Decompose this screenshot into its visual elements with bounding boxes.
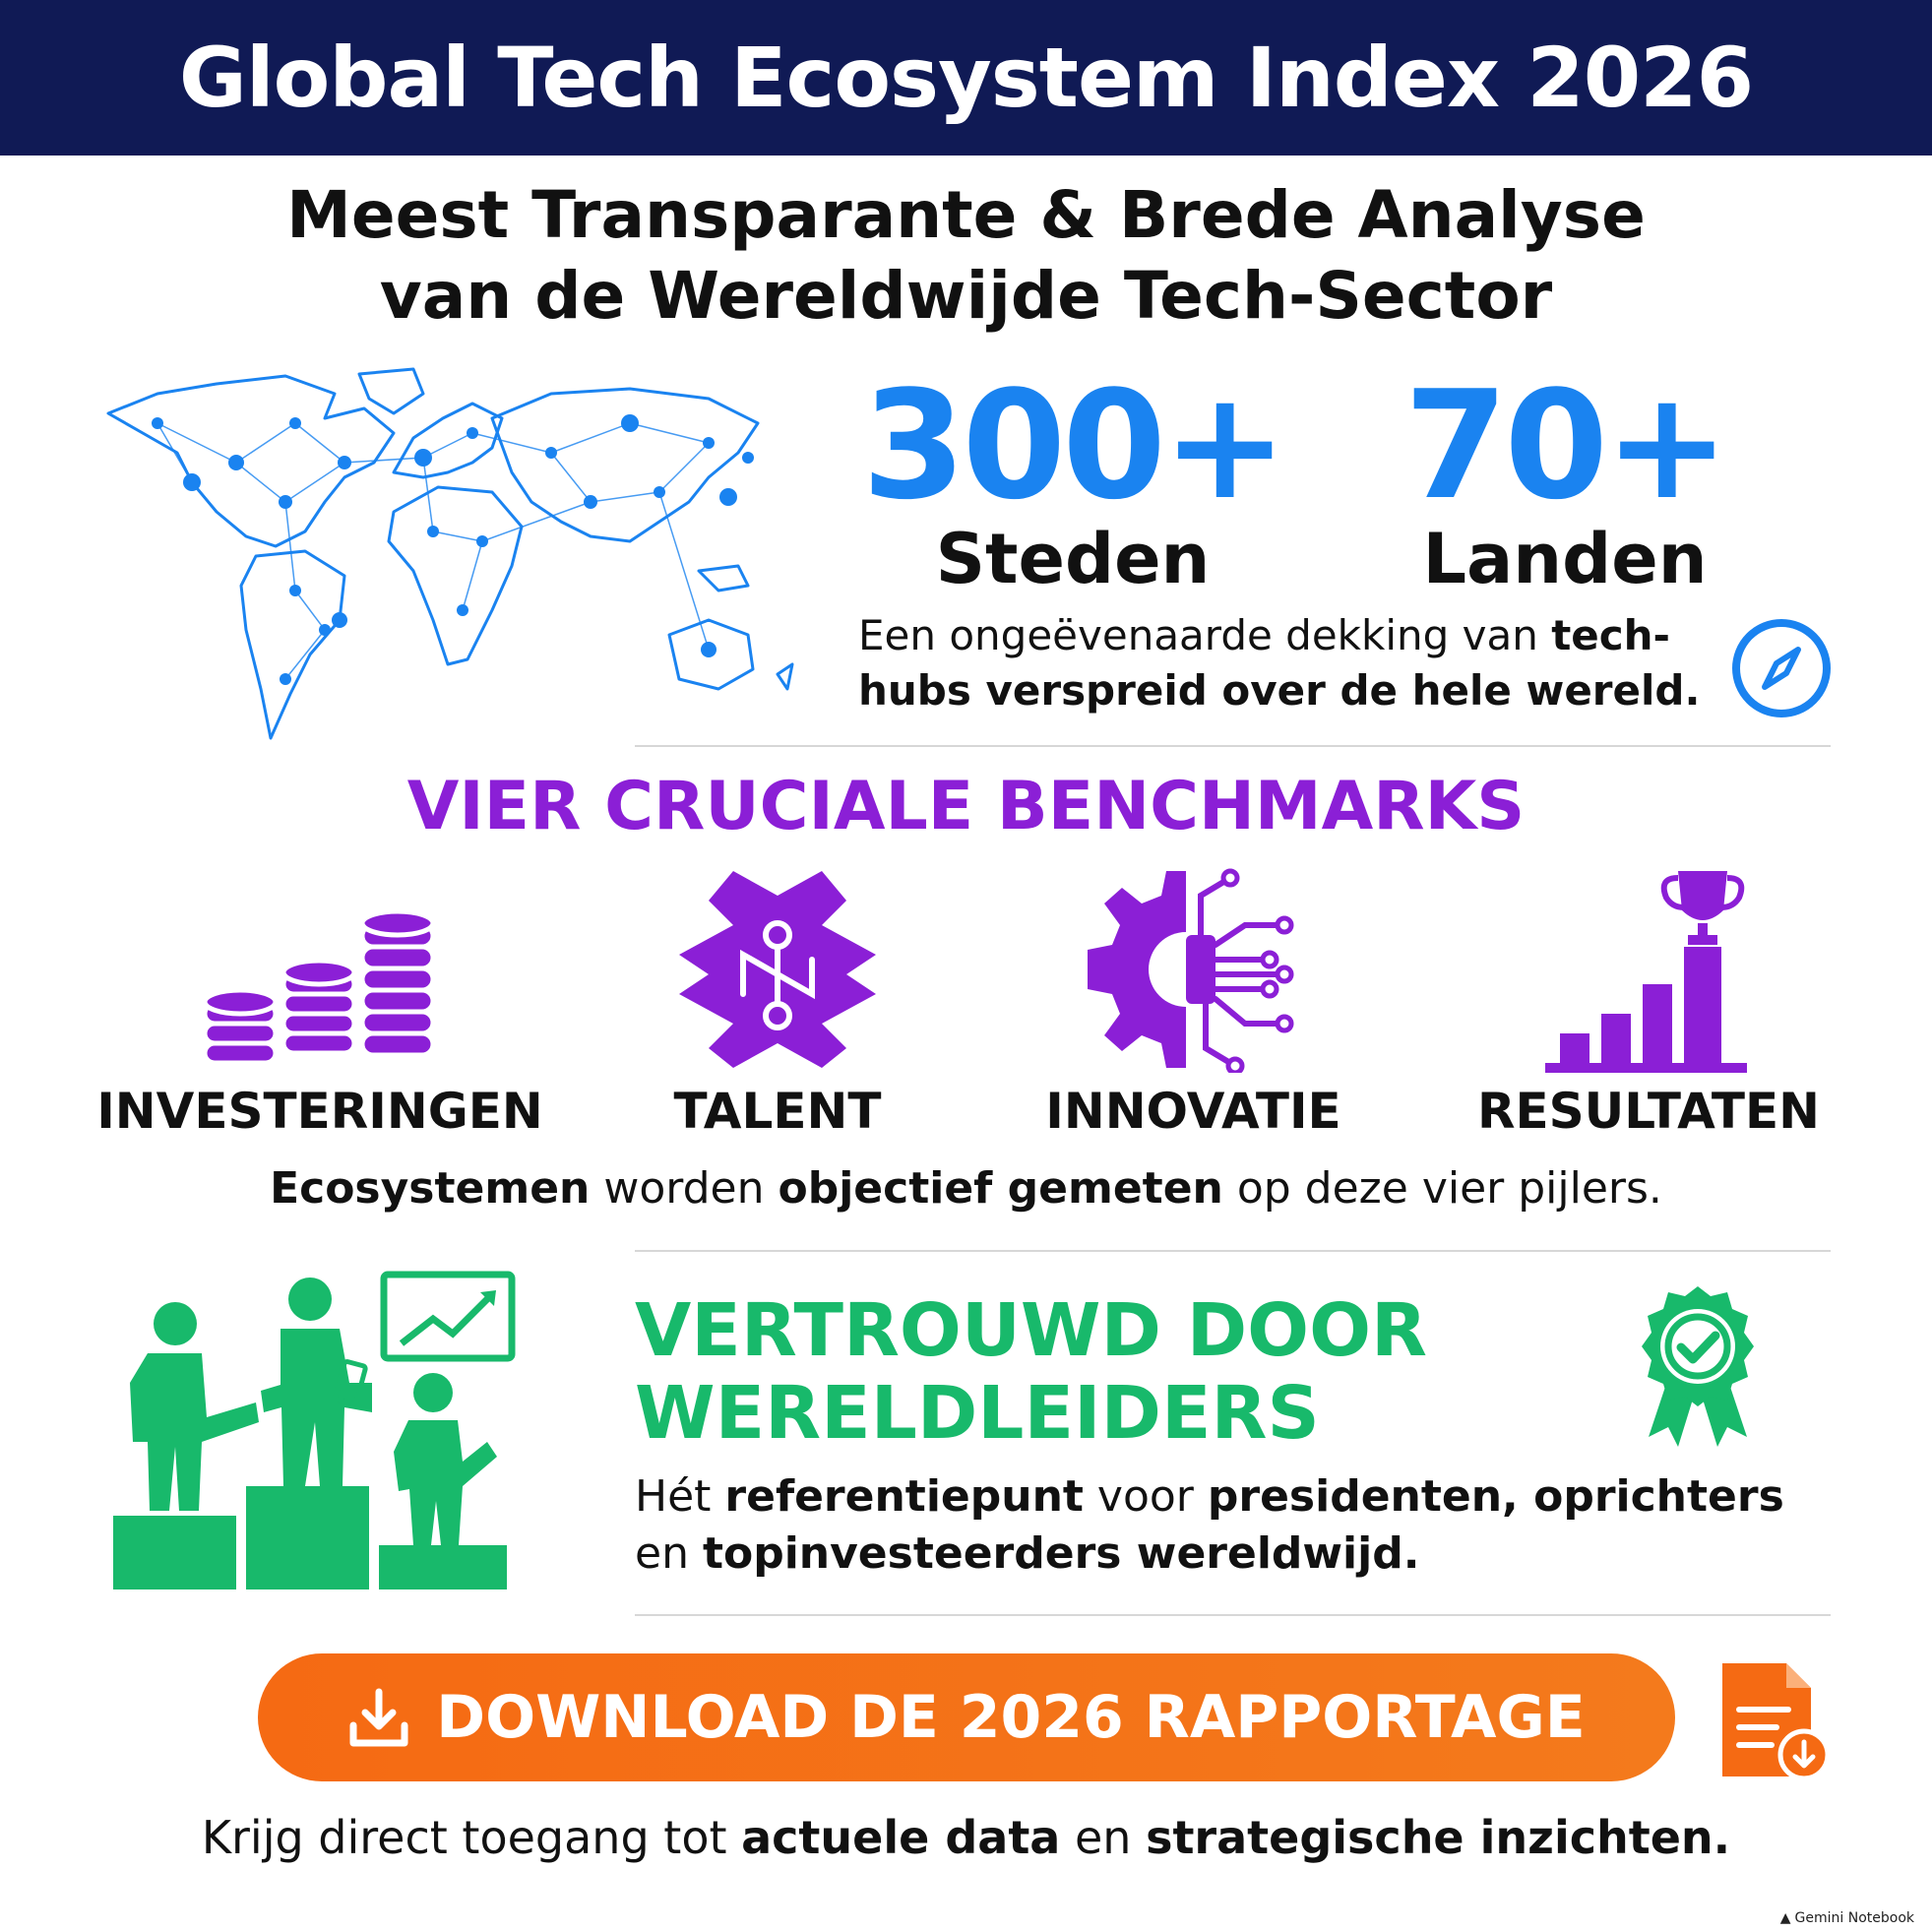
download-icon [349,1688,408,1747]
subtitle: Meest Transparante & Brede Analyse van d… [0,175,1932,337]
footer-t2: en [1060,1811,1147,1864]
coverage-text: Een ongeëvenaarde dekking van tech- hubs… [858,608,1700,718]
subtitle-line-2: van de Wereldwijde Tech-Sector [379,258,1553,334]
benchmarks-description: Ecosystemen worden objectief gemeten op … [0,1163,1932,1214]
footer-b2: strategische inzichten. [1146,1811,1731,1864]
trust-desc-t1: Hét [635,1471,725,1522]
benchmarks-desc-b2: objectief gemeten [778,1163,1223,1214]
gear-circuit-icon [1088,868,1294,1073]
trust-desc-b2: presidenten, oprichters [1207,1471,1784,1522]
trust-title-line-2: WERELDLEIDERS [635,1371,1320,1456]
download-report-label: DOWNLOAD DE 2026 RAPPORTAGE [436,1683,1586,1752]
world-network-map-icon [106,367,794,740]
trust-title: VERTROUWD DOOR WERELDLEIDERS [635,1289,1427,1455]
trophy-bars-icon [1545,871,1747,1073]
trust-desc-t3: en [635,1528,703,1579]
benchmark-label-investeringen: INVESTERINGEN [96,1083,543,1140]
stat-countries-label: Landen [1422,519,1708,599]
benchmarks-desc-b1: Ecosystemen [270,1163,591,1214]
divider-1 [635,745,1831,747]
brain-circuit-icon [679,871,876,1068]
report-document-icon[interactable] [1717,1658,1831,1781]
benchmarks-desc-t2: op deze vier pijlers. [1222,1163,1662,1214]
watermark: ▲ Gemini Notebook [1780,1910,1914,1926]
page-title: Global Tech Ecosystem Index 2026 [178,30,1754,126]
subtitle-line-1: Meest Transparante & Brede Analyse [286,177,1646,253]
coverage-text-normal: Een ongeëvenaarde dekking van [858,611,1552,659]
coins-stack-icon [202,908,436,1066]
footer-b1: actuele data [741,1811,1061,1864]
footer-text: Krijg direct toegang tot actuele data en… [0,1811,1932,1864]
stat-countries: 70+ Landen [1378,358,1752,599]
trust-desc-b1: referentiepunt [724,1471,1084,1522]
footer-t1: Krijg direct toegang tot [201,1811,742,1864]
award-badge-icon [1642,1286,1754,1447]
benchmark-label-talent: TALENT [673,1083,882,1140]
stat-cities-label: Steden [935,519,1211,599]
benchmarks-title: VIER CRUCIALE BENCHMARKS [406,768,1526,845]
coverage-text-bold-1: tech- [1551,611,1670,659]
watermark-text: Gemini Notebook [1794,1910,1914,1926]
divider-3 [635,1614,1831,1616]
header-bar: Global Tech Ecosystem Index 2026 [0,0,1932,156]
benchmark-label-innovatie: INNOVATIE [1045,1083,1341,1140]
divider-2 [635,1250,1831,1252]
trust-desc-b3: topinvesteerders wereldwijd. [702,1528,1420,1579]
coverage-text-bold-2: hubs verspreid over de hele wereld. [858,666,1701,715]
trust-desc-t2: voor [1083,1471,1208,1522]
stat-countries-value: 70+ [1403,358,1730,532]
stat-cities: 300+ Steden [856,358,1289,599]
trust-title-line-1: VERTROUWD DOOR [635,1288,1427,1373]
trust-description: Hét referentiepunt voor presidenten, opr… [635,1468,1784,1583]
stat-cities-value: 300+ [861,358,1288,532]
compass-icon [1732,619,1831,717]
benchmark-label-resultaten: RESULTATEN [1477,1083,1820,1140]
watermark-icon: ▲ [1779,1910,1791,1926]
benchmarks-desc-t1: worden [590,1163,779,1214]
leaders-podium-icon [113,1271,516,1589]
download-report-button[interactable]: DOWNLOAD DE 2026 RAPPORTAGE [258,1653,1675,1781]
